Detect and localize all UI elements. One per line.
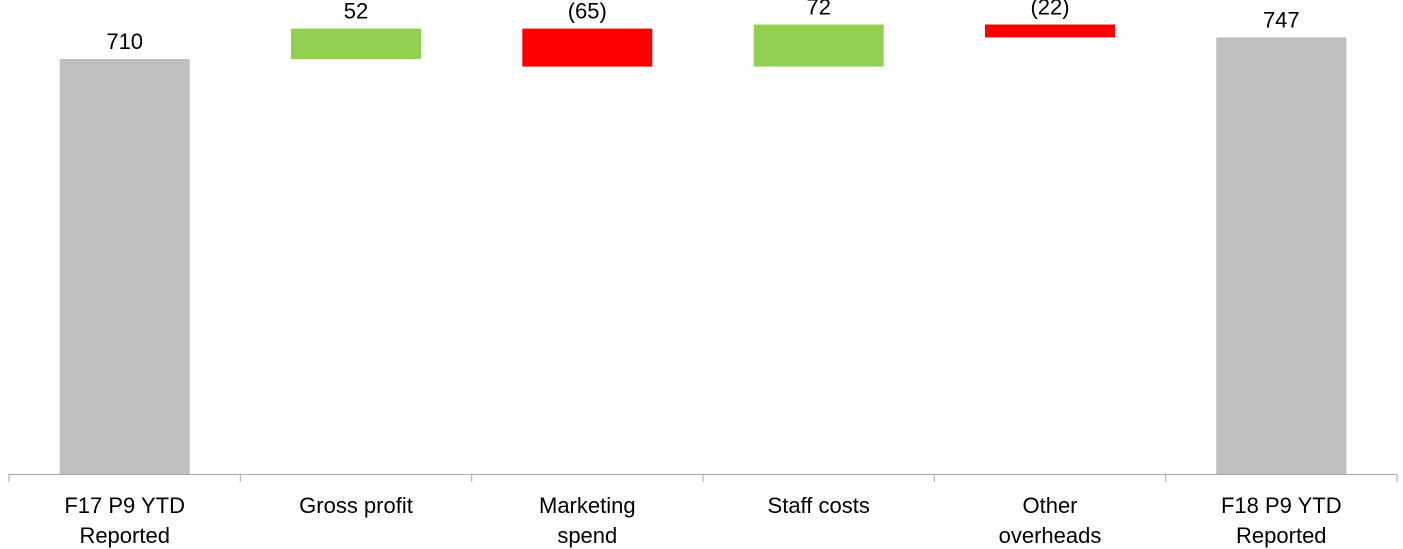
value-label-0: 710 (106, 29, 143, 54)
category-label-3: Staff costs (768, 493, 870, 518)
value-label-1: 52 (344, 0, 368, 24)
value-label-3: 72 (806, 0, 830, 20)
category-label-1: Gross profit (299, 493, 413, 518)
x-axis (9, 474, 1397, 482)
bar-0 (60, 59, 190, 474)
category-label-0: F17 P9 YTD Reported (64, 493, 185, 548)
value-label-2: (65) (568, 0, 607, 24)
bar-2 (522, 29, 652, 67)
category-label-2: Marketing spend (539, 493, 636, 548)
bars-layer (60, 25, 1347, 475)
bar-5 (1216, 37, 1346, 474)
value-label-5: 747 (1263, 7, 1300, 32)
value-label-4: (22) (1030, 0, 1069, 20)
category-label-4: Other overheads (999, 493, 1102, 548)
value-labels-layer: 710 52 (65) 72 (22) 747 (106, 0, 1299, 54)
category-labels-layer: F17 P9 YTD Reported Gross profit Marketing s… (64, 493, 1341, 548)
category-label-5: F18 P9 YTD Reported (1221, 493, 1342, 548)
bar-3 (754, 25, 884, 67)
bar-1 (291, 29, 421, 59)
bar-4 (985, 25, 1115, 38)
